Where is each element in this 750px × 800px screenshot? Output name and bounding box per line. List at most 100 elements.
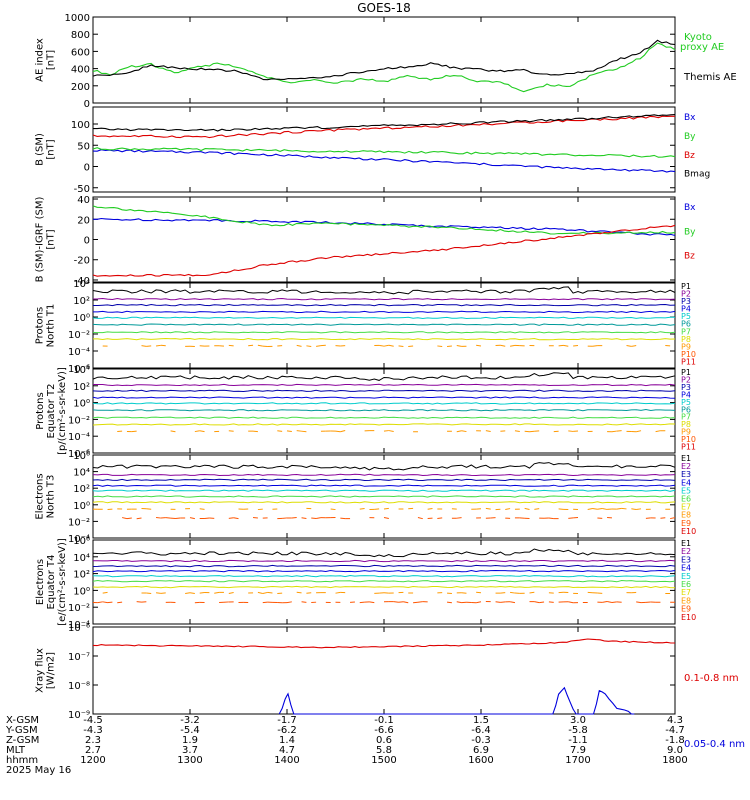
channel-line [92,389,676,393]
channel-segment [383,344,389,347]
channel-segment [369,601,375,604]
channel-label: P11 [681,443,696,452]
channel-segment [136,601,142,603]
figure-title: GOES-18 [357,1,411,15]
channel-segment [534,508,540,510]
orbit-value: 7.9 [570,745,586,756]
channel-segment [383,507,389,510]
channel-segment [359,508,365,510]
panel-frame [92,196,676,283]
y-tick-label: 10⁻² [68,603,90,614]
channel-label: E3 [681,470,691,479]
orbit-value: 3.7 [182,745,198,756]
y-tick-label: 10⁻⁴ [68,432,90,443]
channel-segment [155,517,161,519]
y-tick-label: 10⁻⁴ [68,347,90,358]
orbit-row-label: MLT [6,745,26,756]
channel-line [92,495,676,498]
channel-segment [437,345,443,348]
channel-label: P8 [681,335,691,344]
orbit-value: 2.3 [85,735,101,746]
y-tick-label: -40 [74,276,90,287]
legend-label: Bx [684,113,696,123]
orbit-value: -1.1 [568,735,588,746]
panel-ae: 0 200 400 600 800 1000 AE index [nT] Kyotoproxy … [35,13,737,110]
channel-label: P2 [681,375,691,384]
channel-segment [388,344,394,347]
channel-label: P4 [681,305,691,314]
orbit-value: 3.0 [570,715,586,726]
channel-label: P4 [681,390,691,399]
channel-label: P1 [681,282,691,291]
panel-pe: 10⁻⁶ 10⁻⁴ 10⁻² 10⁰ 10² 10⁴ Protons Equator T2 [p… [35,365,696,460]
channel-line [92,564,676,568]
y-tick-label: 10⁻² [68,415,90,426]
y-tick-label: 10⁻⁸ [68,681,90,692]
y-axis-label: [e/(cm²-s-sr-keV)] [57,538,68,626]
channel-label: P1 [681,368,691,377]
orbit-value: 2.7 [85,745,101,756]
channel-segment [548,601,554,603]
channel-label: P10 [681,435,696,444]
channel-line [92,316,675,320]
channel-segment [456,430,462,433]
y-tick-label: 10⁴ [73,365,90,376]
channel-segment [670,517,676,520]
orbit-row-label: Y-GSM [5,725,38,736]
series-line [92,147,676,158]
legend-label: proxy AE [680,42,724,53]
channel-segment [631,345,637,347]
channel-segment [316,517,322,519]
channel-segment [485,430,491,432]
orbit-value: 4.7 [279,745,295,756]
legend-label: By [684,227,696,237]
channel-segment [286,430,292,432]
y-tick-label: 10⁻⁶ [68,364,90,375]
channel-label: E2 [681,547,691,556]
channel-segment [262,591,268,594]
y-tick-label: 10⁴ [73,279,90,290]
channel-segment [539,601,545,604]
channel-segment [359,601,365,604]
channel-line [92,408,676,412]
y-axis-label: AE index [35,38,46,82]
y-tick-label: 10⁻⁶ [68,623,90,634]
channel-segment [616,507,622,510]
series-line [92,115,675,139]
channel-segment [301,601,307,603]
channel-segment [330,508,336,511]
y-axis-label: B (SM)-IGRF (SM) [35,197,46,283]
y-tick-label: 0 [84,99,90,110]
channel-segment [388,430,394,433]
channel-label: E5 [681,486,691,495]
channel-line [93,337,676,341]
channel-label: P9 [681,428,691,437]
orbit-value: 1400 [274,755,299,766]
y-tick-label: 10⁻⁷ [68,652,90,663]
channel-segment [185,592,191,595]
y-tick-label: 10⁴ [73,468,90,479]
channel-line [92,297,676,301]
channel-label: P7 [681,413,691,422]
channel-line [93,310,676,314]
channel-segment [277,430,283,432]
series-line [92,638,675,649]
channel-segment [257,591,263,594]
channel-segment [607,601,613,603]
channel-segment [146,345,152,347]
y-tick-label: 10⁶ [73,451,90,462]
channel-line [93,559,676,563]
legend-label: 0.05-0.4 nm [684,739,745,750]
y-tick-label: 0 [84,236,90,247]
channel-label: E1 [681,539,691,548]
channel-label: P6 [681,405,691,414]
channel-label: P6 [681,320,691,329]
channel-segment [340,517,346,520]
channel-segment [257,344,263,347]
series-line [92,149,676,173]
channel-segment [568,601,574,604]
channel-segment [383,517,389,520]
legend-label: By [684,132,696,142]
orbit-value: 1800 [662,755,687,766]
